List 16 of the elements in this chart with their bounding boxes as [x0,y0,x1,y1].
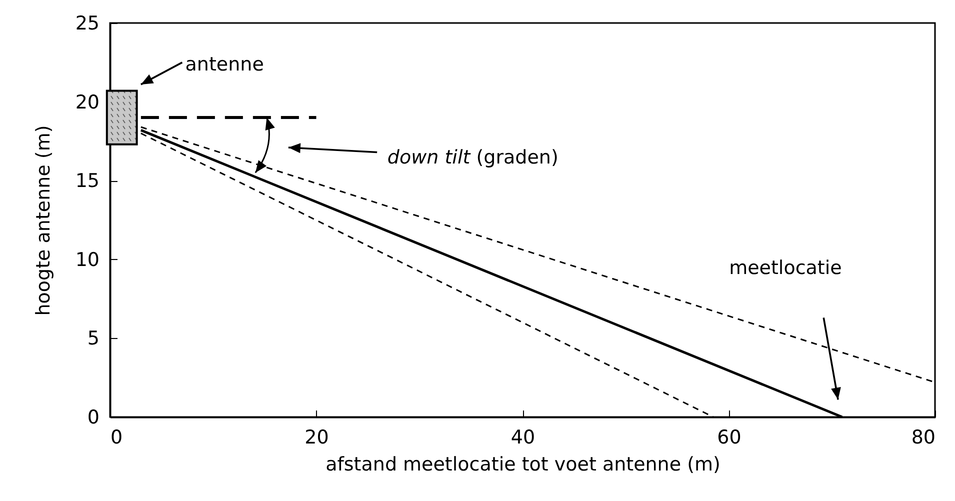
x-tick-label: 40 [510,426,536,448]
x-tick-label: 80 [911,426,936,448]
y-axis-title: hoogte antenne (m) [32,125,54,316]
annotation: meetlocatie [729,257,842,280]
x-axis-title: afstand meetlocatie tot voet antenne (m) [326,454,720,476]
y-tick-label: 10 [75,248,100,271]
annotation: down tilt (graden) [387,146,558,169]
x-tick-label: 0 [110,426,123,448]
annotation: antenne [185,54,264,76]
y-tick-label: 25 [75,12,100,34]
y-tick-label: 20 [75,91,100,114]
x-tick-label: 20 [304,426,329,448]
y-tick-label: 15 [75,170,100,192]
y-tick-label: 5 [87,328,100,350]
y-tick-label: 0 [87,406,100,428]
x-tick-label: 60 [717,426,742,448]
